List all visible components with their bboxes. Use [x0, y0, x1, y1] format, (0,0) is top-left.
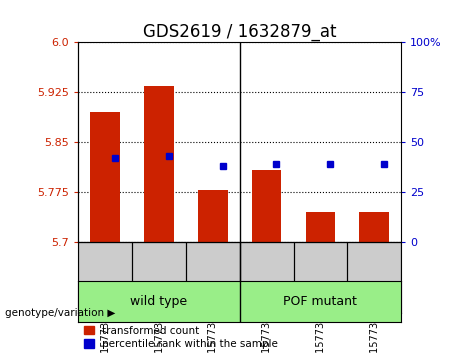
- Bar: [306, 212, 335, 242]
- Bar: [240, 242, 294, 313]
- Bar: [132, 242, 186, 313]
- Bar: [252, 171, 281, 242]
- Bar: [360, 212, 389, 242]
- Bar: [78, 242, 132, 313]
- Text: POF mutant: POF mutant: [284, 295, 357, 308]
- Bar: [90, 113, 120, 242]
- Bar: [294, 242, 347, 313]
- Bar: [347, 242, 401, 313]
- Bar: [198, 190, 228, 242]
- Bar: [186, 242, 240, 313]
- Text: wild type: wild type: [130, 295, 188, 308]
- Text: genotype/variation ▶: genotype/variation ▶: [5, 308, 115, 318]
- Bar: [144, 86, 174, 242]
- Legend: transformed count, percentile rank within the sample: transformed count, percentile rank withi…: [83, 326, 278, 349]
- Title: GDS2619 / 1632879_at: GDS2619 / 1632879_at: [143, 23, 337, 41]
